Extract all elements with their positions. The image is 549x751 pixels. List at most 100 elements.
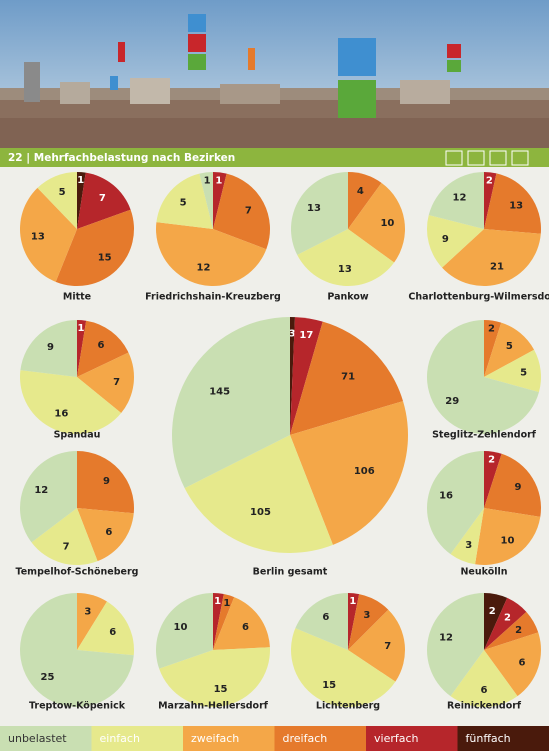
- pie-slice: [213, 173, 270, 250]
- slice-label: 71: [341, 371, 355, 382]
- legend-label: einfach: [100, 732, 140, 745]
- slice-label: 7: [384, 641, 391, 652]
- slice-label: 3: [363, 610, 370, 621]
- pie-slice: [213, 594, 235, 650]
- pie-chart: 1 1 6 15 10 Marzahn-Hellersdorf: [156, 593, 270, 712]
- pie-slice: [290, 317, 295, 435]
- pie-slice: [55, 209, 135, 286]
- slice-label: 145: [209, 387, 230, 398]
- pie-chart: 3 17 71 106 105 145 Berlin gesamt: [172, 317, 409, 578]
- slice-label: 1: [204, 175, 211, 186]
- pie-slice: [172, 317, 290, 489]
- header-icons: [445, 150, 529, 166]
- pie-slice: [159, 647, 270, 707]
- slice-label: 17: [299, 330, 313, 341]
- pie-slice: [213, 593, 224, 650]
- legend: unbelastet einfach zweifach dreifach vierfac…: [0, 726, 549, 751]
- pie-slice: [290, 317, 323, 435]
- pie-chart: 9 6 7 12 Tempelhof-Schöneberg: [16, 451, 138, 578]
- slice-label: 25: [41, 672, 55, 683]
- slice-label: 6: [109, 627, 116, 638]
- pie-chart: 2 13 21 9 12 Charlottenburg-Wilmersdorf: [408, 172, 549, 303]
- slice-label: 2: [488, 324, 495, 335]
- pie-slice: [77, 352, 134, 414]
- slice-label: 4: [357, 186, 364, 197]
- pie-slice: [184, 435, 333, 553]
- pie-slice: [156, 173, 213, 229]
- slice-label: 13: [307, 203, 321, 214]
- slice-label: 13: [509, 200, 523, 211]
- pie-slice: [450, 650, 518, 707]
- slice-label: 1: [349, 596, 356, 607]
- pie-slice: [427, 451, 484, 555]
- pie-slice: [291, 628, 396, 707]
- pie-slice: [77, 593, 108, 650]
- pie-title: Pankow: [327, 292, 368, 303]
- slice-label: 21: [490, 262, 504, 273]
- pie-title: Friedrichshain-Kreuzberg: [145, 292, 281, 303]
- slice-label: 5: [520, 367, 527, 378]
- pie-slice: [427, 215, 484, 268]
- pie-slice: [77, 320, 87, 377]
- slice-label: 16: [439, 491, 453, 502]
- pie-slice: [77, 508, 134, 562]
- pie-chart: 3 6 25 Treptow-Köpenick: [20, 593, 135, 712]
- pie-slice: [348, 172, 382, 229]
- legend-label: unbelastet: [8, 732, 67, 745]
- legend-label: dreifach: [283, 732, 328, 745]
- pie-slice: [213, 597, 270, 650]
- pie-slice: [213, 172, 227, 229]
- pie-slice: [484, 322, 535, 377]
- slice-label: 7: [113, 377, 120, 388]
- slice-label: 2: [504, 613, 511, 624]
- slice-label: 6: [97, 340, 104, 351]
- pie-slice: [484, 173, 541, 234]
- header-title: 22 | Mehrfachbelastung nach Bezirken: [8, 152, 235, 164]
- pie-slice: [484, 349, 541, 393]
- slice-label: 3: [289, 329, 296, 340]
- pie-title: Spandau: [54, 430, 101, 441]
- pie-chart: 1 7 12 5 1 Friedrichshain-Kreuzberg: [145, 172, 281, 303]
- slice-label: 2: [486, 175, 493, 186]
- pie-slice: [348, 609, 406, 682]
- slice-label: 16: [54, 409, 68, 420]
- slice-label: 29: [445, 396, 459, 407]
- slice-label: 5: [180, 198, 187, 209]
- pie-slice: [19, 370, 122, 434]
- pie-slice: [484, 597, 527, 650]
- legend-swatch: [183, 726, 275, 751]
- slice-label: 3: [465, 540, 472, 551]
- pie-slice: [77, 172, 131, 229]
- slice-label: 1: [223, 598, 230, 609]
- pie-slice: [290, 172, 348, 255]
- slice-label: 2: [515, 625, 522, 636]
- pie-title: Marzahn-Hellersdorf: [158, 701, 269, 712]
- slice-label: 5: [59, 187, 66, 198]
- pie-slice: [450, 508, 484, 565]
- slice-label: 10: [500, 535, 514, 546]
- pie-slice: [426, 320, 539, 434]
- pie-title: Lichtenberg: [316, 701, 380, 712]
- pie-slice: [156, 593, 213, 669]
- pie-chart: 4 10 13 13 Pankow: [290, 172, 405, 303]
- slice-label: 7: [245, 205, 252, 216]
- slice-label: 2: [489, 606, 496, 617]
- pie-slice: [427, 593, 484, 697]
- slice-label: 5: [506, 341, 513, 352]
- pie-slice: [297, 229, 395, 287]
- pie-slice: [77, 320, 129, 377]
- slice-label: 12: [196, 263, 210, 274]
- slice-label: 15: [98, 253, 112, 264]
- pie-slice: [19, 451, 78, 543]
- pie-slice: [77, 172, 86, 229]
- pie-slice: [20, 320, 77, 377]
- slice-label: 1: [77, 323, 84, 334]
- legend-swatch: [274, 726, 367, 751]
- slice-label: 12: [439, 633, 453, 644]
- pie-slice: [484, 453, 541, 517]
- pie-slice: [19, 187, 77, 282]
- legend-swatch: [457, 726, 549, 751]
- slice-label: 7: [63, 541, 70, 552]
